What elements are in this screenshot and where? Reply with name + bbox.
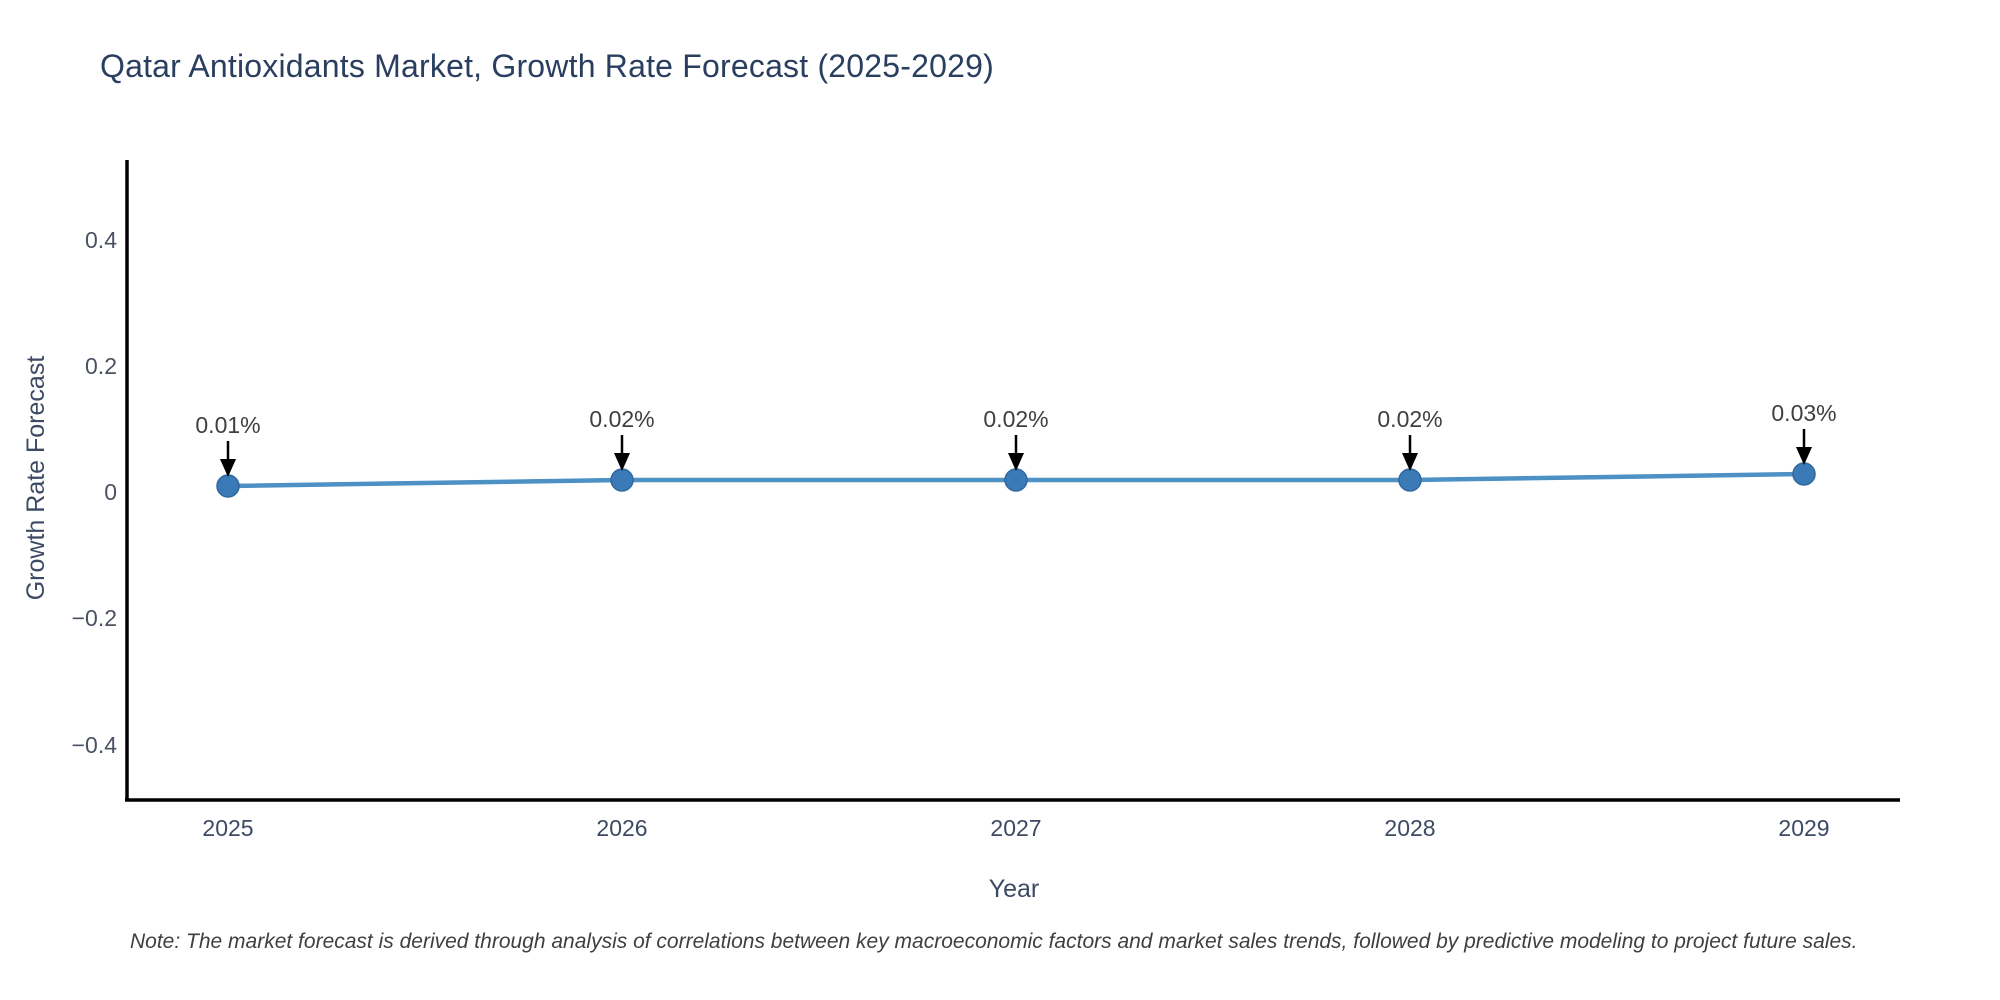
data-point-marker <box>610 468 634 492</box>
data-point-annotation: 0.02% <box>589 406 654 432</box>
x-axis-tick-label: 2028 <box>1384 815 1435 841</box>
y-axis-tick-label: −0.2 <box>72 605 117 631</box>
data-point-annotation: 0.01% <box>195 412 260 438</box>
annotation-arrowhead-icon <box>220 459 236 477</box>
y-axis-tick-label: 0.4 <box>85 227 117 253</box>
annotation-arrowhead-icon <box>1796 447 1812 465</box>
data-point-marker <box>216 474 240 498</box>
x-axis-title: Year <box>989 875 1040 903</box>
data-point-annotation: 0.03% <box>1771 400 1836 426</box>
x-axis-tick-label: 2026 <box>596 815 647 841</box>
x-axis-tick-label: 2029 <box>1778 815 1829 841</box>
footnote: Note: The market forecast is derived thr… <box>130 930 1858 953</box>
data-point-marker <box>1398 468 1422 492</box>
data-point-annotation: 0.02% <box>983 406 1048 432</box>
data-point-annotation: 0.02% <box>1377 406 1442 432</box>
y-axis-title: Growth Rate Forecast <box>22 356 50 601</box>
data-point-marker <box>1004 468 1028 492</box>
x-axis-tick-label: 2025 <box>202 815 253 841</box>
data-point-marker <box>1792 462 1816 486</box>
y-axis-tick-label: 0.2 <box>85 353 117 379</box>
x-axis-tick-label: 2027 <box>990 815 1041 841</box>
chart-title: Qatar Antioxidants Market, Growth Rate F… <box>100 48 994 84</box>
annotation-arrowhead-icon <box>1402 453 1418 471</box>
y-axis-tick-label: 0 <box>104 479 117 505</box>
annotation-arrowhead-icon <box>614 453 630 471</box>
annotation-arrowhead-icon <box>1008 453 1024 471</box>
y-axis-tick-label: −0.4 <box>72 732 118 758</box>
